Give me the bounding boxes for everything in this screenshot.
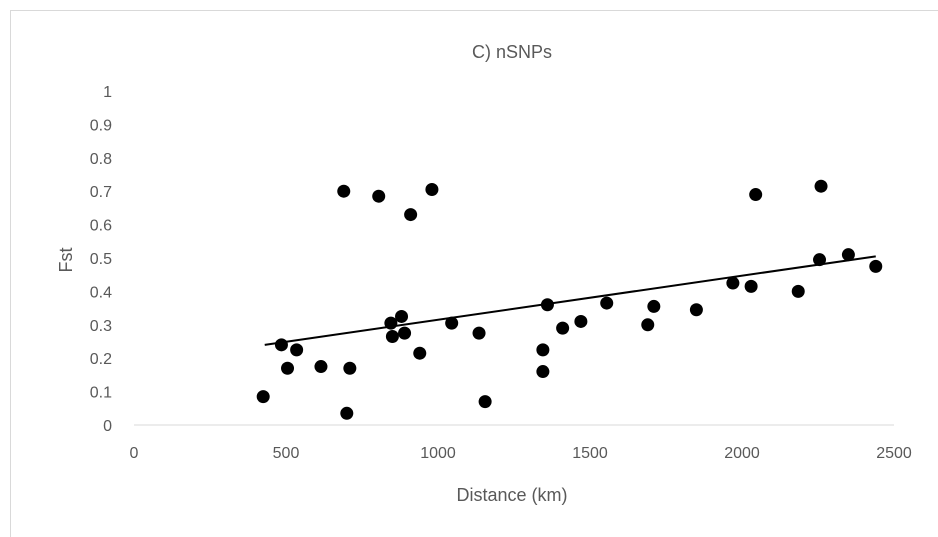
x-tick-label: 2500 xyxy=(876,445,912,462)
data-point xyxy=(281,361,295,375)
x-tick-label: 1500 xyxy=(572,445,608,462)
data-point xyxy=(540,298,554,312)
data-point xyxy=(413,346,427,360)
data-point xyxy=(385,329,399,343)
data-point xyxy=(395,309,409,323)
y-tick-label: 0.2 xyxy=(90,351,112,368)
data-point xyxy=(689,303,703,317)
y-tick-label: 0.9 xyxy=(90,117,112,134)
data-point xyxy=(744,279,758,293)
data-point xyxy=(398,326,412,340)
x-tick-label: 1000 xyxy=(420,445,456,462)
y-axis-label: Fst xyxy=(56,248,76,273)
x-axis-ticks: 0 500 1000 1500 2000 2500 xyxy=(130,445,912,462)
y-tick-label: 0 xyxy=(103,418,112,435)
y-tick-label: 0.1 xyxy=(90,385,112,402)
data-point xyxy=(340,406,354,420)
data-point xyxy=(841,248,855,262)
data-point xyxy=(814,179,828,193)
data-point xyxy=(600,296,614,310)
y-tick-label: 0.5 xyxy=(90,251,112,268)
data-point xyxy=(556,321,570,335)
x-tick-label: 0 xyxy=(130,445,139,462)
data-point xyxy=(314,360,328,374)
data-point xyxy=(290,343,304,357)
data-point xyxy=(372,189,386,203)
x-tick-label: 500 xyxy=(273,445,300,462)
chart-title: C) nSNPs xyxy=(472,42,552,62)
data-point xyxy=(445,316,459,330)
y-axis-ticks: 0 0.1 0.2 0.3 0.4 0.5 0.6 0.7 0.8 0.9 1 xyxy=(90,84,112,435)
data-point xyxy=(274,338,288,352)
y-tick-label: 0.4 xyxy=(90,284,112,301)
y-tick-label: 0.6 xyxy=(90,218,112,235)
data-point xyxy=(384,316,398,330)
data-point xyxy=(425,183,439,197)
data-point xyxy=(478,395,492,409)
data-point xyxy=(749,188,763,202)
y-tick-label: 1 xyxy=(103,84,112,101)
data-point xyxy=(536,343,550,357)
data-point xyxy=(869,259,883,273)
y-tick-label: 0.3 xyxy=(90,318,112,335)
data-point xyxy=(404,208,418,222)
data-point xyxy=(647,299,661,313)
y-tick-label: 0.7 xyxy=(90,184,112,201)
y-tick-label: 0.8 xyxy=(90,151,112,168)
data-point xyxy=(256,390,270,404)
data-point xyxy=(337,184,351,198)
chart-border-top xyxy=(10,10,938,11)
data-point xyxy=(472,326,486,340)
x-axis-label: Distance (km) xyxy=(456,485,567,505)
data-point xyxy=(791,284,805,298)
data-point xyxy=(574,314,588,328)
linear-trendline xyxy=(264,255,876,346)
data-point xyxy=(641,318,655,332)
data-point xyxy=(343,361,357,375)
data-point xyxy=(813,253,827,267)
data-point xyxy=(726,276,740,290)
data-points xyxy=(256,179,883,420)
chart-border-left xyxy=(10,10,11,537)
x-tick-label: 2000 xyxy=(724,445,760,462)
data-point xyxy=(536,365,550,379)
